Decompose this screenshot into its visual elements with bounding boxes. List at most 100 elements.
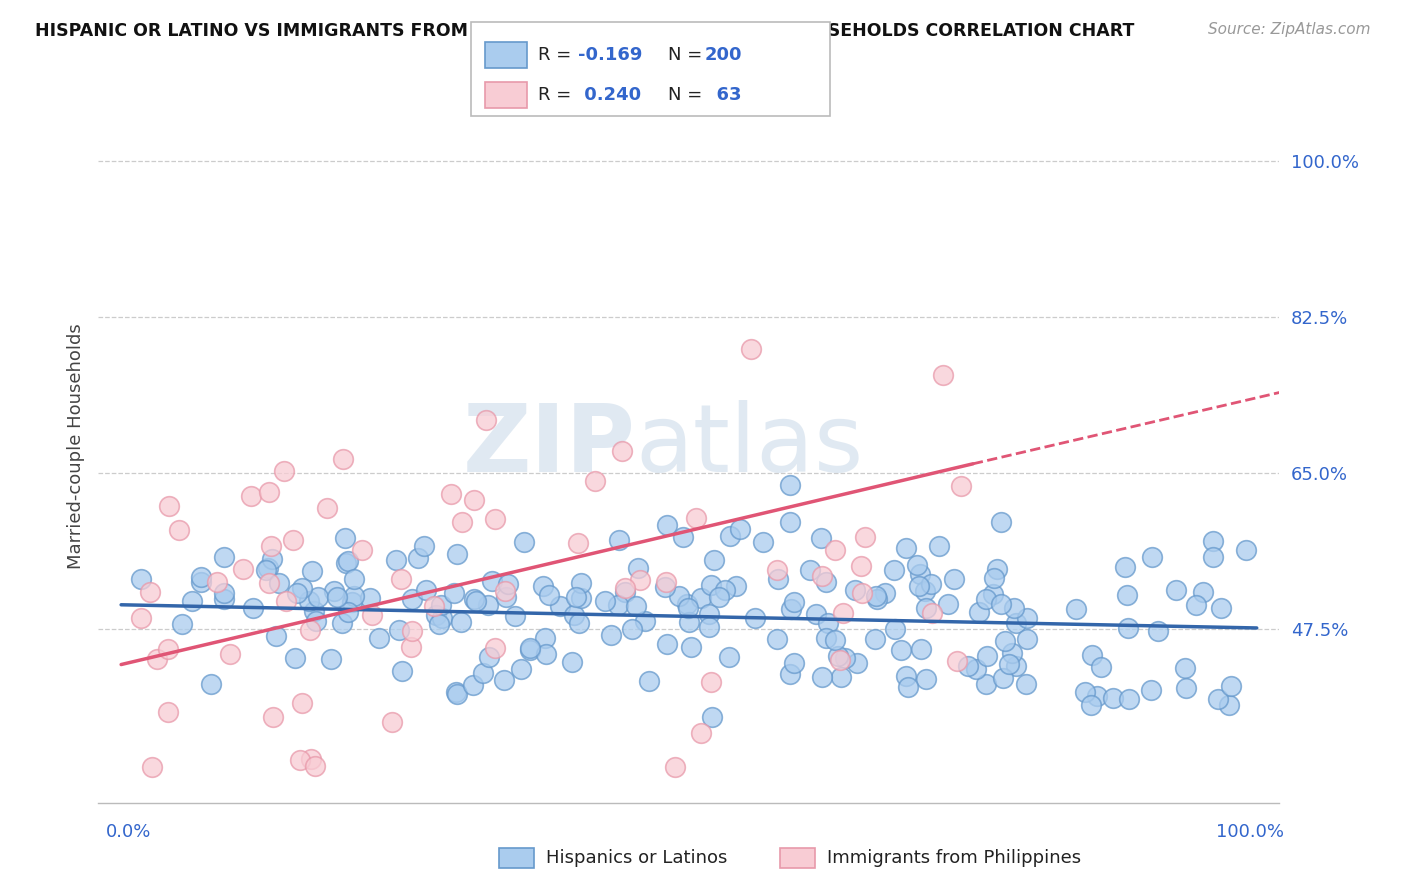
Point xyxy=(936,597,959,611)
Point xyxy=(1185,598,1208,612)
Point xyxy=(333,531,356,545)
Point xyxy=(905,558,928,572)
Point xyxy=(804,607,827,622)
Point xyxy=(281,533,304,547)
Point xyxy=(700,674,723,689)
Point xyxy=(599,628,621,642)
Point xyxy=(463,591,485,606)
Point xyxy=(932,368,955,382)
Point xyxy=(1202,550,1225,565)
Point xyxy=(290,753,312,767)
Point xyxy=(991,671,1014,685)
Point xyxy=(685,511,707,525)
Point xyxy=(260,551,283,566)
Point xyxy=(401,624,423,638)
Point xyxy=(614,581,637,595)
Point xyxy=(141,760,163,774)
Point xyxy=(484,511,506,525)
Point xyxy=(1174,661,1197,675)
Text: 63: 63 xyxy=(704,87,742,104)
Point xyxy=(1139,683,1161,698)
Point xyxy=(740,342,762,356)
Point xyxy=(724,579,747,593)
Point xyxy=(440,487,463,501)
Point xyxy=(865,589,887,603)
Point xyxy=(824,633,846,648)
Point xyxy=(1202,533,1225,548)
Point xyxy=(335,556,357,570)
Point xyxy=(1080,648,1102,662)
Point xyxy=(998,657,1021,671)
Point xyxy=(1140,549,1163,564)
Point xyxy=(752,535,775,549)
Point xyxy=(350,542,373,557)
Point xyxy=(478,650,501,665)
Point xyxy=(676,601,699,615)
Point xyxy=(443,586,465,600)
Point xyxy=(1114,560,1136,574)
Point xyxy=(212,549,235,564)
Point xyxy=(259,485,281,500)
Point xyxy=(474,413,496,427)
Point xyxy=(994,634,1017,648)
Point xyxy=(610,444,633,458)
Point xyxy=(1209,600,1232,615)
Point xyxy=(853,530,876,544)
Point xyxy=(568,615,591,630)
Point xyxy=(190,570,212,584)
Point xyxy=(538,588,561,602)
Point xyxy=(477,599,499,613)
Text: R =: R = xyxy=(538,46,578,64)
Point xyxy=(1116,621,1139,635)
Point xyxy=(700,578,723,592)
Point xyxy=(534,647,557,661)
Point xyxy=(446,684,468,698)
Point xyxy=(291,581,314,595)
Point xyxy=(744,611,766,625)
Point xyxy=(465,594,488,608)
Point xyxy=(301,564,323,578)
Point xyxy=(495,590,517,604)
Point xyxy=(461,678,484,692)
Point xyxy=(534,632,557,646)
Point xyxy=(990,597,1012,611)
Point xyxy=(981,587,1004,601)
Point xyxy=(779,478,801,492)
Point xyxy=(1005,658,1028,673)
Text: -0.169: -0.169 xyxy=(578,46,643,64)
Point xyxy=(815,631,838,645)
Point xyxy=(957,659,980,673)
Point xyxy=(359,591,381,606)
Point xyxy=(1090,660,1112,674)
Point xyxy=(425,607,447,622)
Text: Hispanics or Latinos: Hispanics or Latinos xyxy=(546,849,727,867)
Point xyxy=(172,616,194,631)
Point xyxy=(873,585,896,599)
Point xyxy=(1234,543,1257,558)
Point xyxy=(257,561,280,575)
Point xyxy=(432,611,454,625)
Point xyxy=(316,501,339,516)
Point xyxy=(391,665,413,679)
Point xyxy=(766,563,789,577)
Point xyxy=(450,615,472,629)
Point xyxy=(668,589,690,603)
Point xyxy=(983,571,1005,585)
Point xyxy=(1080,698,1102,713)
Point xyxy=(513,534,536,549)
Point xyxy=(897,680,920,694)
Point xyxy=(157,499,180,513)
Point xyxy=(388,623,411,637)
Point xyxy=(200,677,222,691)
Point xyxy=(304,759,326,773)
Point xyxy=(1174,681,1197,695)
Point xyxy=(569,591,592,606)
Point xyxy=(531,579,554,593)
Text: R =: R = xyxy=(538,87,578,104)
Point xyxy=(718,529,741,543)
Point xyxy=(181,594,204,608)
Text: N =: N = xyxy=(668,87,707,104)
Point xyxy=(851,586,873,600)
Point xyxy=(697,607,720,621)
Point xyxy=(626,561,648,575)
